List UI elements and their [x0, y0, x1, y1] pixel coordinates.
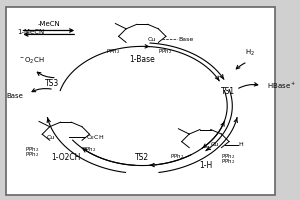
Text: $^-$O$_2$CH: $^-$O$_2$CH: [18, 56, 45, 66]
Text: O$_2$CH: O$_2$CH: [86, 133, 105, 142]
Text: PPh$_2$: PPh$_2$: [169, 152, 184, 161]
Text: 1-Base: 1-Base: [129, 55, 155, 64]
Text: PPh$_2$: PPh$_2$: [82, 145, 96, 154]
Text: PPh$_2$: PPh$_2$: [25, 150, 39, 159]
Text: 1-MeCN: 1-MeCN: [18, 29, 45, 35]
Text: TS3: TS3: [45, 79, 60, 88]
Text: PPh$_2$: PPh$_2$: [158, 47, 172, 56]
Text: PPh$_2$: PPh$_2$: [221, 152, 236, 161]
Text: H: H: [239, 142, 244, 147]
Text: PPh$_2$: PPh$_2$: [221, 157, 236, 166]
Text: TS2: TS2: [135, 153, 149, 162]
Text: H$_2$: H$_2$: [245, 48, 255, 58]
Text: PPh$_2$: PPh$_2$: [106, 47, 121, 56]
Text: -MeCN: -MeCN: [38, 21, 60, 27]
Text: 1-O2CH: 1-O2CH: [51, 153, 81, 162]
Text: Cu: Cu: [47, 135, 55, 140]
Text: HBase$^+$: HBase$^+$: [267, 80, 296, 91]
Text: PPh$_2$: PPh$_2$: [25, 145, 39, 154]
Text: Cu: Cu: [148, 37, 156, 42]
Text: Cu: Cu: [211, 142, 219, 147]
Text: TS1: TS1: [221, 87, 235, 96]
FancyBboxPatch shape: [6, 7, 275, 195]
Text: Base: Base: [6, 93, 23, 99]
Text: 1-H: 1-H: [199, 161, 212, 170]
Text: Base: Base: [179, 37, 194, 42]
